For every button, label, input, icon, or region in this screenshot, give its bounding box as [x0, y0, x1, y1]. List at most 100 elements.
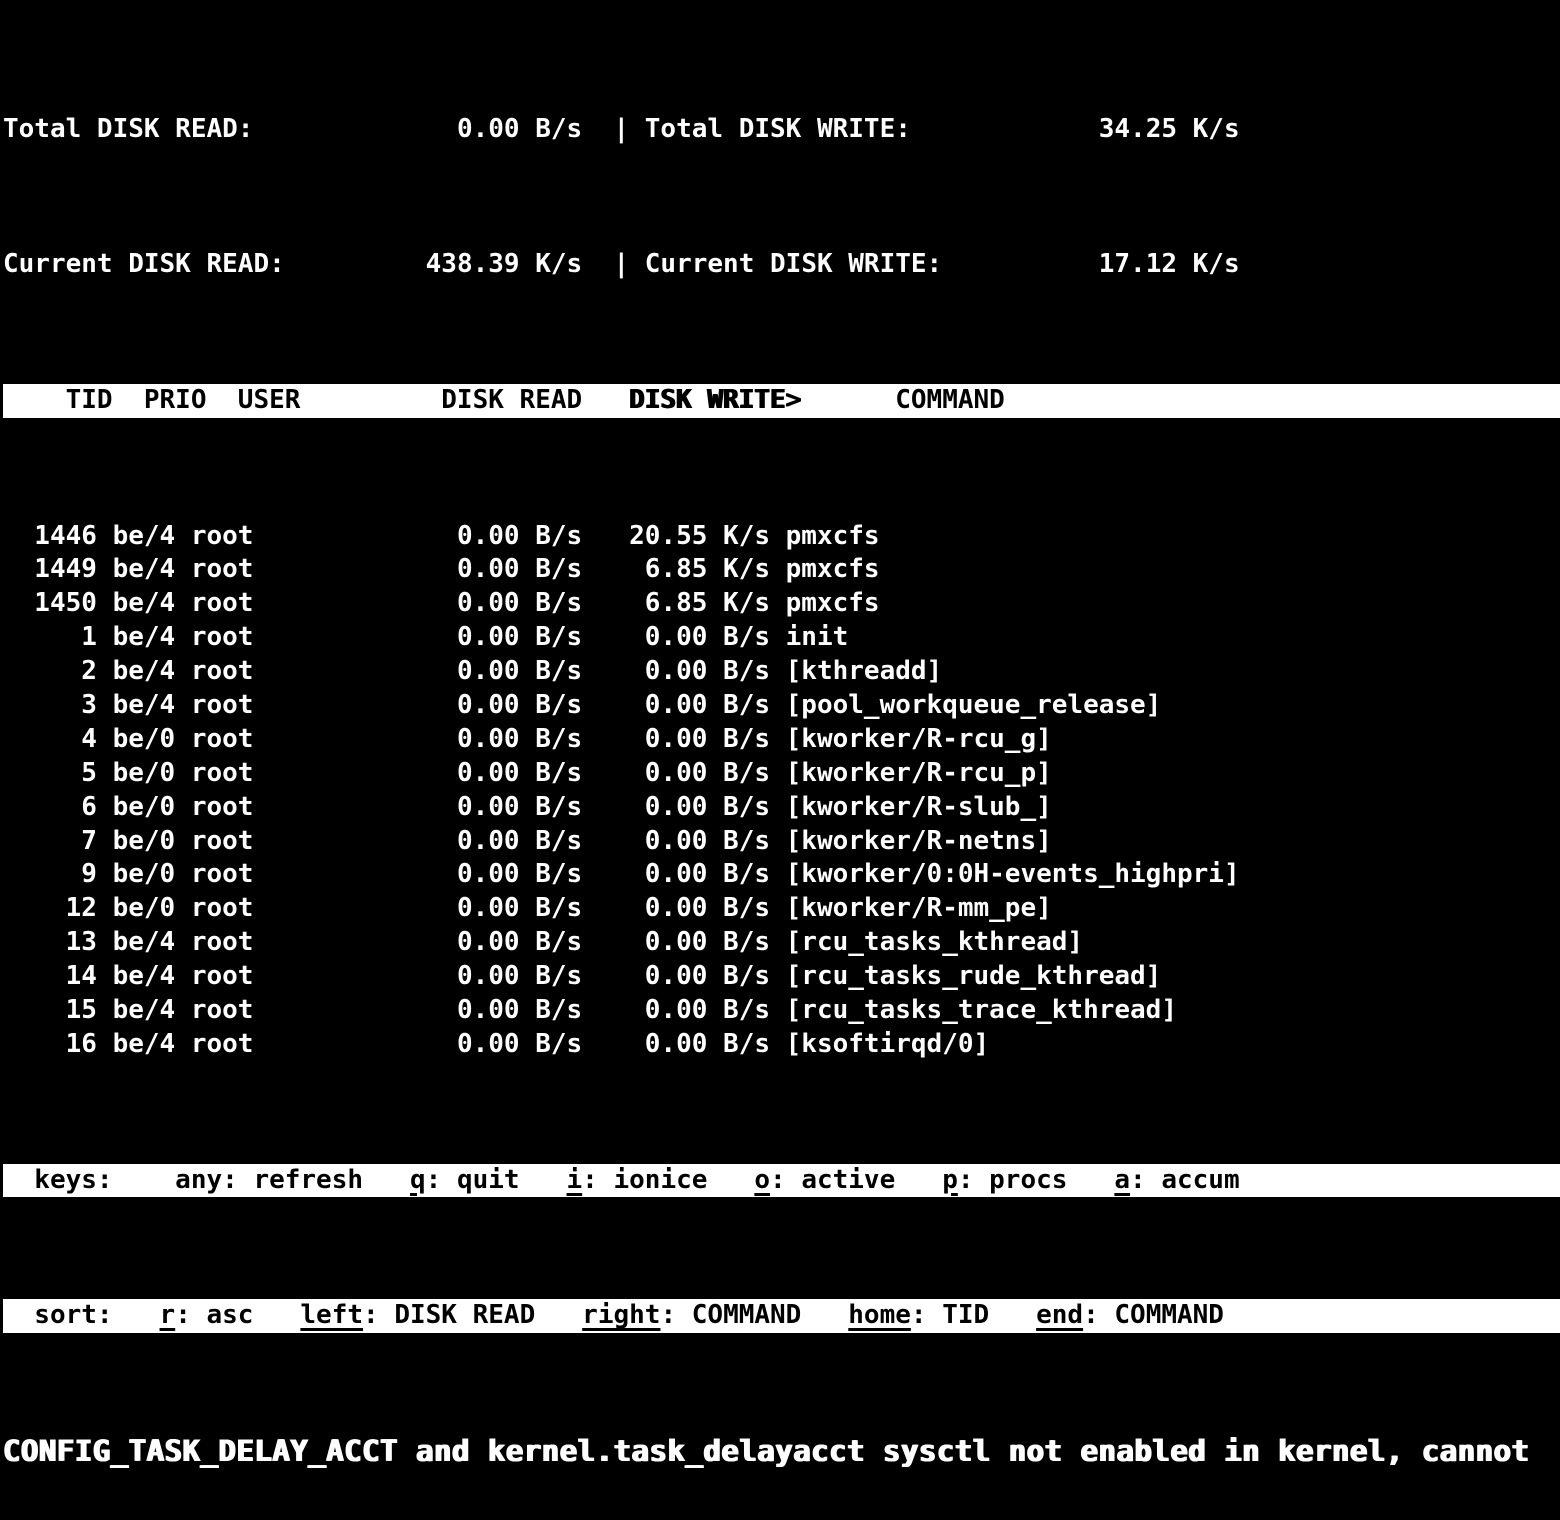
- cell-tid: 15: [65, 995, 97, 1026]
- cell-tid: 13: [65, 927, 97, 958]
- sort-indicator-icon: >: [785, 384, 802, 415]
- cell-prio: be/4: [112, 1028, 176, 1059]
- help-sort-label: sort:: [34, 1300, 113, 1331]
- help-key-home: home: [848, 1300, 911, 1331]
- cell-command: [kworker/R-slub_]: [785, 791, 1052, 822]
- cell-disk-write: 0.00 B/s: [644, 723, 771, 754]
- current-disk-write-value: 17.12 K/s: [1098, 249, 1240, 280]
- cell-user: root: [190, 893, 254, 924]
- cell-disk-write: 0.00 B/s: [644, 690, 771, 720]
- help-key-p: p: [942, 1164, 958, 1195]
- cell-disk-write: 0.00 B/s: [644, 995, 771, 1026]
- cell-disk-read: 0.00 B/s: [456, 723, 583, 754]
- cell-disk-read: 0.00 B/s: [456, 656, 583, 687]
- table-row: 15 be/4 root 0.00 B/s 0.00 B/s [rcu_tasks_tra…: [0, 994, 1560, 1028]
- help-item-a: a: accum: [1114, 1164, 1240, 1195]
- cell-command: [kworker/R-rcu_p]: [785, 757, 1052, 788]
- column-header-disk-write-sorted: DISK WRITE: [629, 384, 786, 415]
- cell-user: root: [190, 520, 254, 551]
- cell-disk-read: 0.00 B/s: [456, 757, 583, 788]
- current-disk-read-label: Current DISK READ:: [3, 249, 285, 280]
- cell-user: root: [190, 1028, 254, 1059]
- help-item-left: left: DISK READ: [300, 1300, 536, 1331]
- cell-user: root: [190, 588, 254, 619]
- table-row: 3 be/4 root 0.00 B/s 0.00 B/s [pool_workqueue…: [0, 689, 1560, 723]
- cell-disk-read: 0.00 B/s: [456, 961, 583, 992]
- cell-tid: 1446: [34, 520, 97, 551]
- cell-tid: 7: [81, 825, 97, 856]
- help-item-home: home: TID: [848, 1300, 990, 1331]
- total-disk-read-value: 0.00 B/s: [456, 113, 583, 144]
- summary-total-line: Total DISK READ: 0.00 B/s | Total DISK W…: [0, 113, 1560, 147]
- cell-tid: 1449: [34, 554, 97, 585]
- cell-user: root: [190, 927, 254, 958]
- cell-command: [rcu_tasks_trace_kthread]: [785, 995, 1177, 1026]
- cell-user: root: [190, 656, 254, 687]
- iotop-terminal[interactable]: Total DISK READ: 0.00 B/s | Total DISK W…: [0, 0, 1560, 1468]
- cell-user: root: [190, 554, 254, 585]
- cell-command: [kworker/R-netns]: [785, 825, 1052, 856]
- cell-prio: be/4: [112, 995, 176, 1026]
- table-row: 1450 be/4 root 0.00 B/s 6.85 K/s pmxcfs: [0, 587, 1560, 621]
- total-disk-write-label: Total DISK WRITE:: [644, 113, 911, 144]
- cell-prio: be/0: [112, 757, 176, 788]
- table-row: 1446 be/4 root 0.00 B/s 20.55 K/s pmxcfs: [0, 520, 1560, 554]
- cell-user: root: [190, 825, 254, 856]
- cell-disk-read: 0.00 B/s: [456, 893, 583, 924]
- cell-user: root: [190, 723, 254, 754]
- table-row: 16 be/4 root 0.00 B/s 0.00 B/s [ksoftirqd/0]: [0, 1028, 1560, 1062]
- cell-user: root: [190, 757, 254, 788]
- help-key-any: any: [175, 1164, 223, 1195]
- help-key-left: left: [300, 1300, 364, 1331]
- help-key-a: a: [1114, 1164, 1131, 1195]
- cell-tid: 16: [65, 1028, 97, 1059]
- help-key-i: i: [566, 1164, 583, 1195]
- cell-disk-read: 0.00 B/s: [456, 927, 583, 958]
- help-key-right: right: [582, 1300, 661, 1331]
- column-header-prio: PRIO: [143, 384, 207, 415]
- cell-command: [pool_workqueue_release]: [785, 690, 1162, 720]
- cell-disk-write: 0.00 B/s: [644, 927, 771, 958]
- cell-disk-read: 0.00 B/s: [456, 859, 583, 890]
- table-row: 7 be/0 root 0.00 B/s 0.00 B/s [kworker/R-netn…: [0, 825, 1560, 859]
- cell-user: root: [190, 690, 254, 720]
- cell-tid: 9: [81, 859, 97, 890]
- help-item-end: end: COMMAND: [1036, 1300, 1224, 1331]
- table-row: 9 be/0 root 0.00 B/s 0.00 B/s [kworker/0:0H-e…: [0, 858, 1560, 892]
- cell-tid: 1: [81, 622, 97, 653]
- cell-disk-read: 0.00 B/s: [456, 995, 583, 1026]
- cell-command: pmxcfs: [785, 588, 880, 619]
- cell-tid: 6: [81, 791, 97, 822]
- column-header-tid: TID: [65, 384, 113, 415]
- process-table: 1446 be/4 root 0.00 B/s 20.55 K/s pmxcfs 1449 b…: [0, 520, 1560, 1062]
- cell-disk-read: 0.00 B/s: [456, 520, 583, 551]
- column-header-user: USER: [237, 384, 301, 415]
- help-key-end: end: [1036, 1300, 1084, 1331]
- cell-command: [rcu_tasks_rude_kthread]: [785, 961, 1162, 992]
- cell-user: root: [190, 859, 254, 890]
- cell-user: root: [190, 961, 254, 992]
- table-row: 6 be/0 root 0.00 B/s 0.00 B/s [kworker/R-slub…: [0, 791, 1560, 825]
- cell-tid: 2: [81, 656, 97, 687]
- cell-disk-write: 6.85 K/s: [644, 588, 771, 619]
- cell-command: pmxcfs: [785, 554, 880, 585]
- cell-command: init: [785, 622, 849, 653]
- cell-prio: be/0: [112, 791, 176, 822]
- cell-command: [kworker/R-rcu_g]: [785, 723, 1052, 754]
- help-item-q: q: quit: [409, 1164, 520, 1195]
- cell-disk-write: 0.00 B/s: [644, 893, 771, 924]
- table-row: 14 be/4 root 0.00 B/s 0.00 B/s [rcu_tasks_rud…: [0, 960, 1560, 994]
- status-bar: CONFIG_TASK_DELAY_ACCT and kernel.task_d…: [0, 1434, 1560, 1469]
- table-row: 4 be/0 root 0.00 B/s 0.00 B/s [kworker/R-rcu_…: [0, 723, 1560, 757]
- cell-disk-write: 0.00 B/s: [644, 961, 771, 992]
- table-row: 12 be/0 root 0.00 B/s 0.00 B/s [kworker/R-mm_…: [0, 892, 1560, 926]
- cell-user: root: [190, 995, 254, 1026]
- table-row: 13 be/4 root 0.00 B/s 0.00 B/s [rcu_tasks_kth…: [0, 926, 1560, 960]
- cell-command: [kthreadd]: [785, 656, 943, 687]
- cell-disk-read: 0.00 B/s: [456, 554, 583, 585]
- cell-disk-write: 0.00 B/s: [644, 791, 771, 822]
- help-item-right: right: COMMAND: [582, 1300, 802, 1331]
- cell-command: [kworker/R-mm_pe]: [785, 893, 1052, 924]
- cell-tid: 4: [81, 723, 97, 754]
- help-item-p: p: procs: [942, 1164, 1068, 1195]
